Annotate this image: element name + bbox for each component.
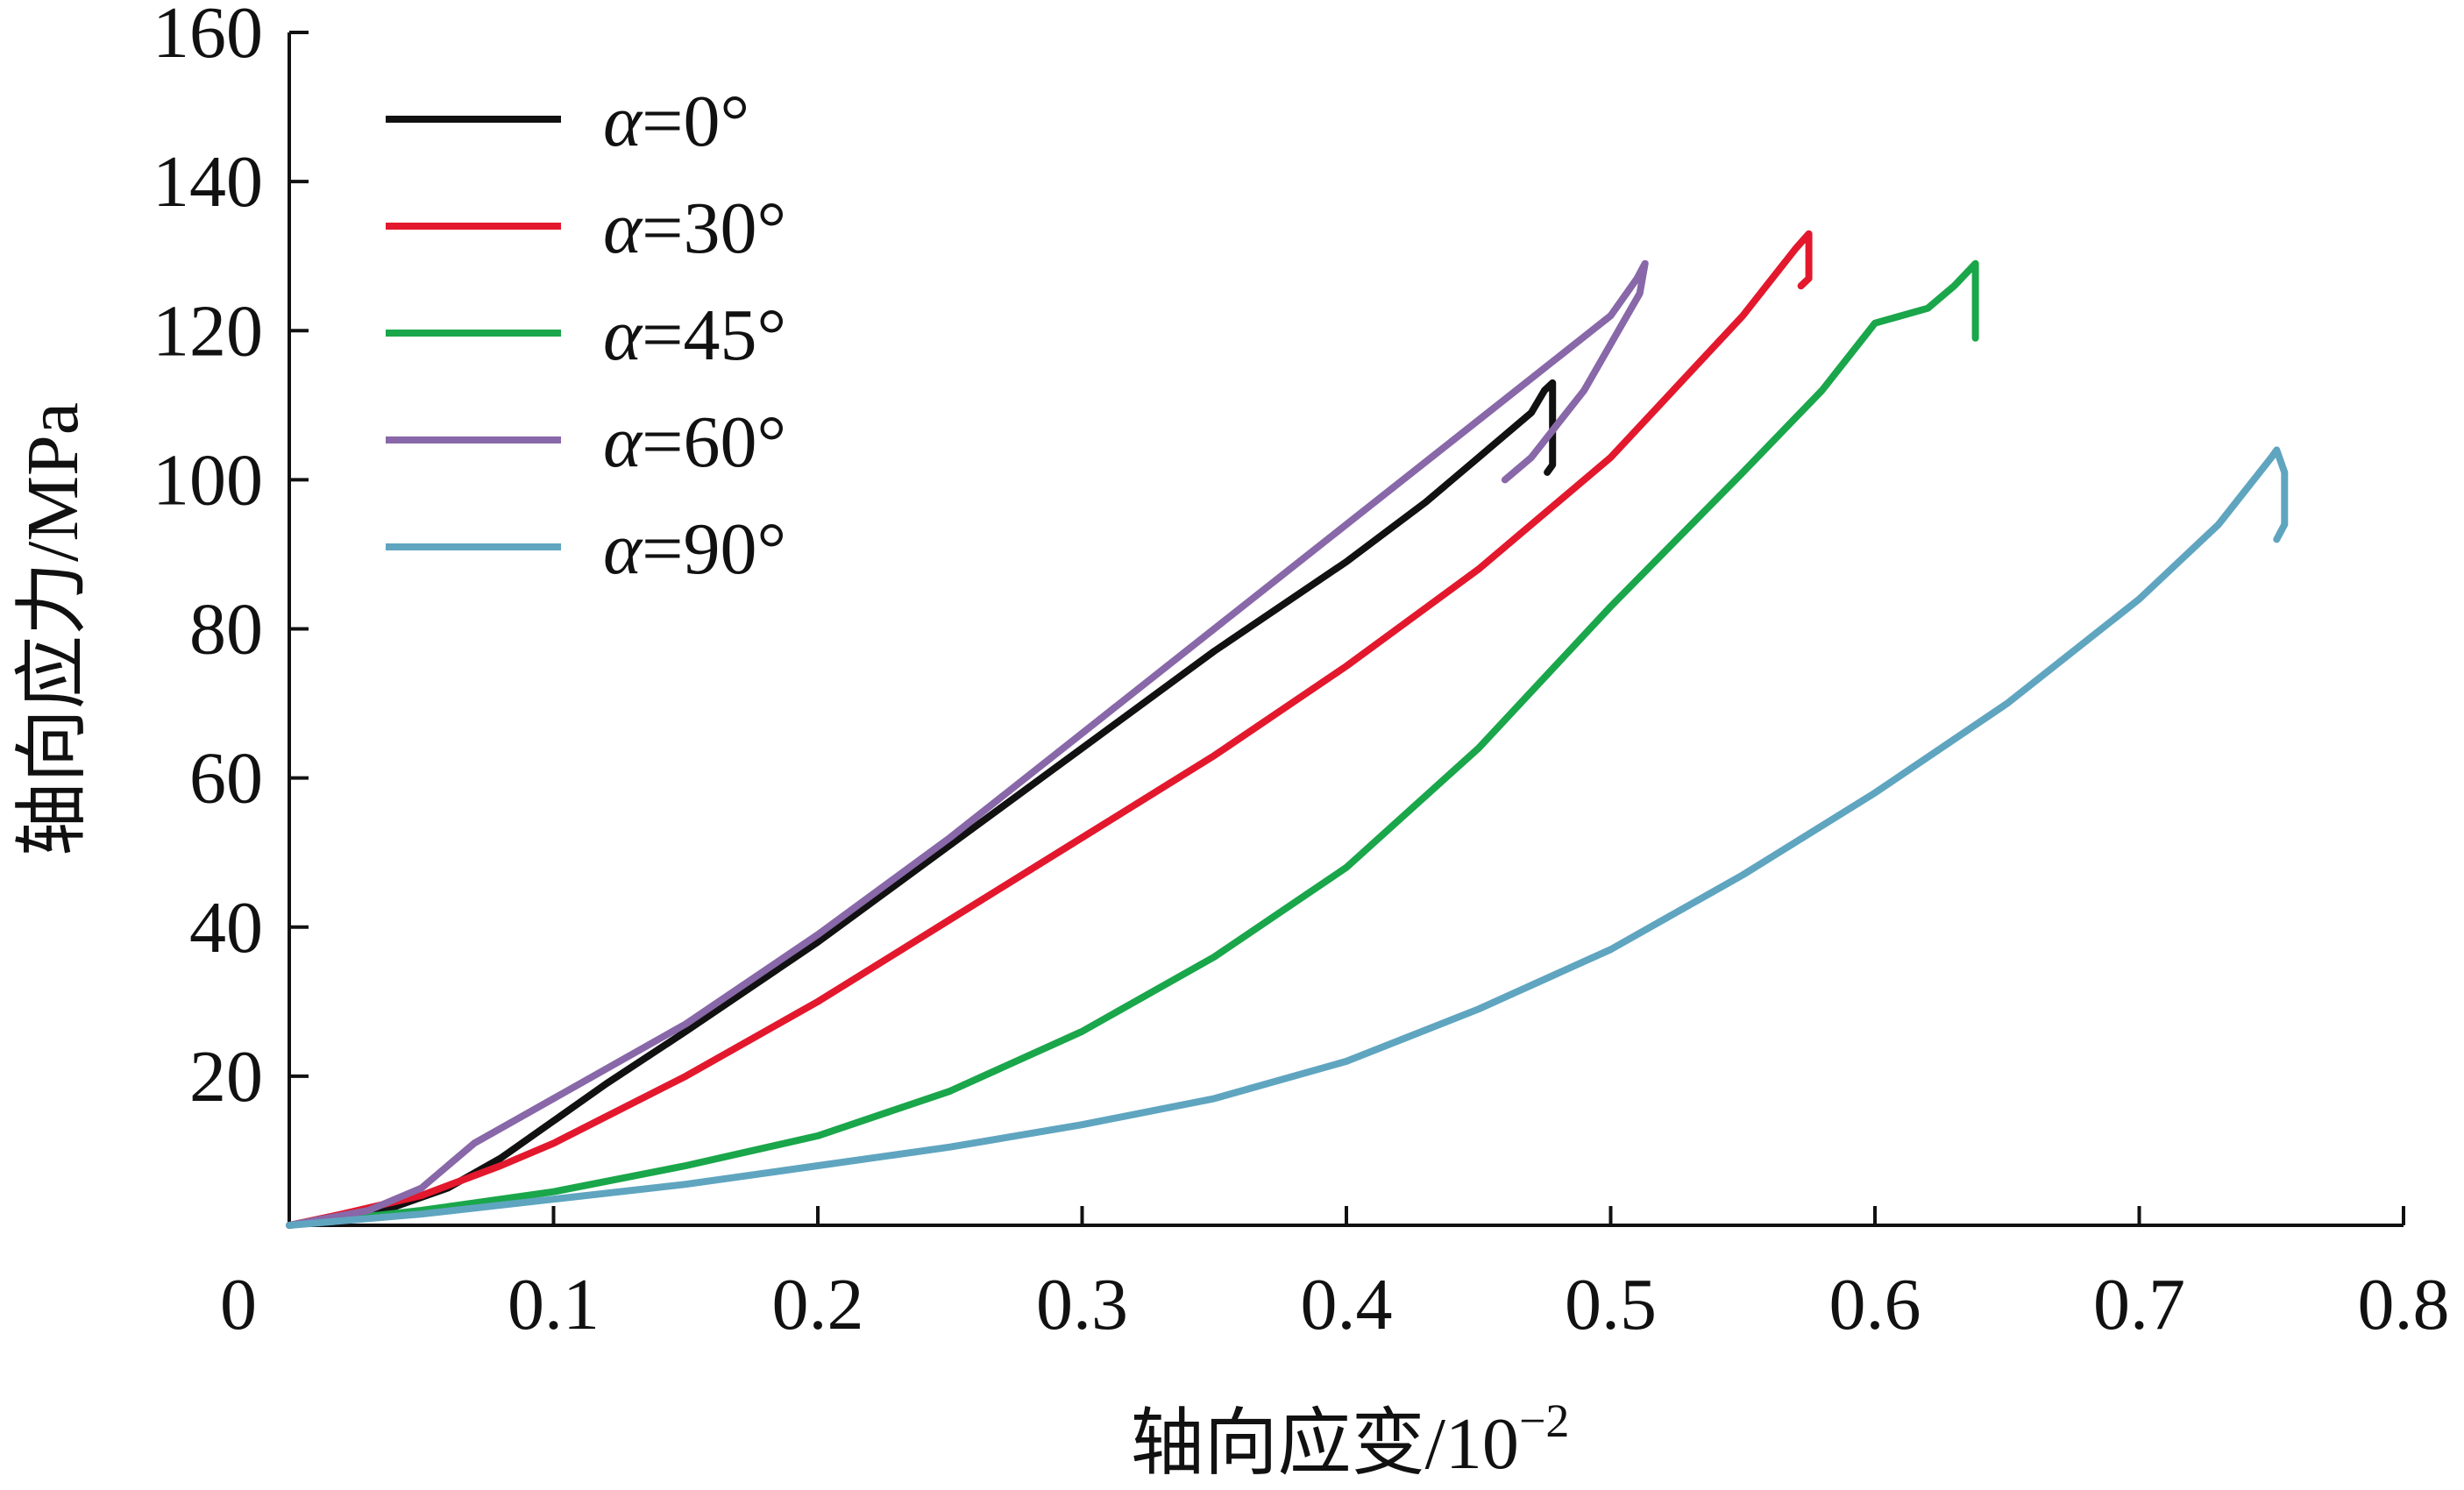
legend-label: α=60°	[603, 401, 786, 483]
y-tick-label: 120	[153, 290, 263, 372]
legend-label-symbol: α	[603, 81, 643, 162]
y-tick-label: 60	[189, 738, 263, 820]
y-tick-label: 80	[189, 589, 263, 670]
legend-label: α=90°	[603, 508, 786, 590]
legend-label: α=0°	[603, 81, 749, 162]
x-tick-label: 0.8	[2358, 1264, 2450, 1345]
series-layer	[286, 230, 2289, 1229]
y-tick-label: 100	[153, 439, 263, 521]
legend-label-text: =45°	[642, 294, 786, 376]
legend-label: α=45°	[603, 294, 786, 376]
x-tick-label: 0.3	[1036, 1264, 1128, 1345]
y-tick-label: 40	[189, 887, 263, 968]
x-tick-label: 0	[220, 1264, 257, 1345]
legend-label-symbol: α	[603, 188, 643, 269]
y-axis-title: 轴向应力/MPa	[12, 402, 94, 856]
axis-labels: 轴向应变/10−2 轴向应力/MPa	[12, 402, 1569, 1485]
series-line-4	[286, 446, 2289, 1229]
x-axis-title-exponent: −2	[1519, 1394, 1569, 1447]
x-tick-label: 0.7	[2093, 1264, 2185, 1345]
series-line-2	[286, 259, 1979, 1229]
y-tick-label: 160	[153, 0, 263, 74]
x-axis-title: 轴向应变/10−2	[1131, 1394, 1570, 1485]
x-tick-label: 0.1	[508, 1264, 600, 1345]
series-line-1	[286, 230, 1813, 1229]
y-tick-label: 20	[189, 1036, 263, 1118]
legend-label-symbol: α	[603, 294, 643, 376]
x-tick-label: 0.6	[1829, 1264, 1921, 1345]
x-axis-title-text: 轴向应变/10	[1131, 1403, 1519, 1485]
x-tick-label: 0.2	[772, 1264, 864, 1345]
y-tick-label: 140	[153, 141, 263, 223]
axes: 20 40 60 80 100 120 140 160 0 0.1 0.2 0.3 0.4 0.5 0.6 0…	[153, 0, 2450, 1345]
legend-label-text: =60°	[642, 401, 786, 483]
legend: α=0°α=30°α=45°α=60°α=90°	[386, 81, 786, 590]
x-tick-label: 0.4	[1301, 1264, 1393, 1345]
series-line-3	[286, 259, 1649, 1229]
legend-label: α=30°	[603, 188, 786, 269]
legend-label-text: =30°	[642, 188, 786, 269]
legend-label-text: =0°	[642, 81, 749, 162]
legend-label-symbol: α	[603, 401, 643, 483]
x-tick-label: 0.5	[1565, 1264, 1657, 1345]
legend-label-symbol: α	[603, 508, 643, 590]
legend-label-text: =90°	[642, 508, 786, 590]
